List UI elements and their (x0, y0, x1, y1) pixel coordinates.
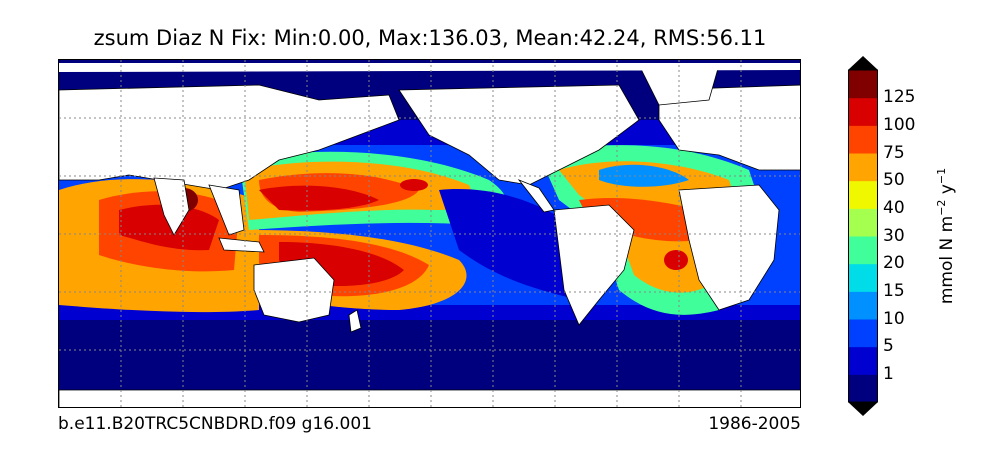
nitrogen-fixation-field (59, 120, 800, 320)
case-name-label: b.e11.B20TRC5CNBDRD.f09 g16.001 (58, 414, 372, 434)
australia (253, 257, 335, 323)
india (153, 177, 190, 236)
colorbar-segment (848, 346, 878, 375)
colorbar-tick-label: 50 (883, 170, 905, 191)
colorbar-top-arrow (848, 56, 878, 70)
arctic-edge (59, 63, 800, 72)
antarctica (59, 389, 800, 407)
bay-of-bengal-peak (119, 204, 219, 251)
colorbar-tick-label: 10 (883, 308, 905, 329)
colorbar-bottom-arrow (848, 402, 878, 416)
colorbar-segment (848, 97, 878, 126)
hawaii-peak (400, 179, 428, 191)
colorbar-tick-label: 40 (883, 197, 905, 218)
colorbar-segment (848, 236, 878, 265)
map-plot (59, 60, 800, 407)
colorbar-tick-label: 75 (883, 142, 905, 163)
year-range-label: 1986-2005 (708, 414, 801, 434)
colorbar-segment (848, 125, 878, 154)
gridlines (59, 60, 800, 407)
colorbar-tick-label: 1 (883, 363, 894, 384)
indonesia (218, 237, 265, 253)
colorbar-tick-label: 20 (883, 253, 905, 274)
colorbar-segment (848, 319, 878, 348)
colorbar-segment (848, 291, 878, 320)
europe (658, 84, 800, 171)
map-title: zsum Diaz N Fix: Min:0.00, Max:136.03, M… (93, 26, 767, 50)
east-pacific-low (439, 189, 579, 300)
south-america (553, 204, 635, 326)
map-panel (58, 59, 801, 408)
colorbar-segment (848, 208, 878, 237)
colorbar-tick-label: 125 (883, 87, 916, 108)
north-pacific-core (259, 185, 379, 211)
new-zealand (348, 309, 362, 333)
se-asia (208, 184, 245, 236)
colorbar-unit-label: mmol N m−2 y−1 (935, 167, 957, 305)
landmasses (59, 63, 800, 407)
africa (678, 184, 780, 311)
colorbar-segment (848, 153, 878, 182)
colorbar-segment (848, 374, 878, 403)
colorbar-segment (848, 180, 878, 209)
colorbar-tick-label: 30 (883, 225, 905, 246)
north-america (398, 84, 640, 186)
asia (59, 84, 400, 191)
colorbar-segment (848, 70, 878, 99)
colorbar-tick-label: 15 (883, 280, 905, 301)
colorbar-segment (848, 263, 878, 292)
colorbar-tick-label: 5 (883, 336, 894, 357)
colorbar (848, 56, 878, 416)
south-atlantic-peak (664, 250, 688, 270)
colorbar-tick-label: 100 (883, 114, 916, 135)
